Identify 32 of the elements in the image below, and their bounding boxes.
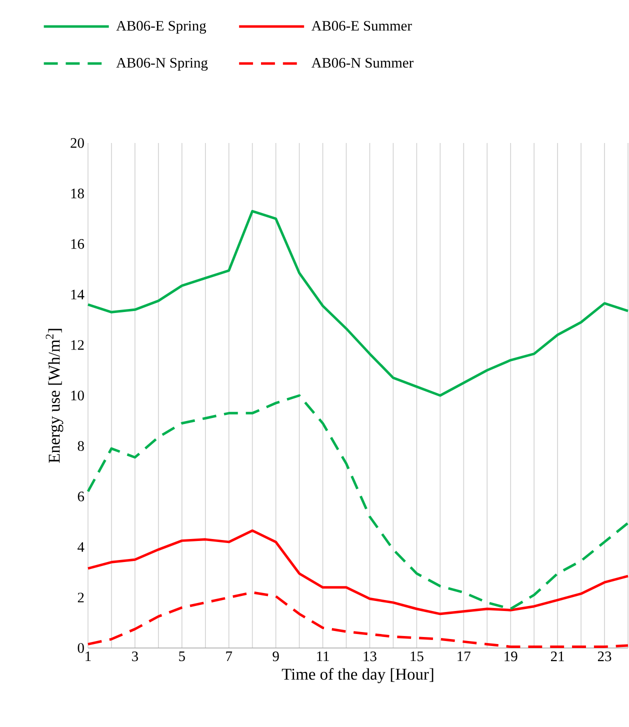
legend-label: AB06-N Summer [311,58,414,68]
x-tick-label: 23 [598,652,612,662]
x-tick-label: 1 [86,652,91,662]
x-axis-title: Time of the day [Hour] [282,668,434,684]
y-axis-title: Energy use [Wh/m$^{2}$] [46,328,64,463]
y-tick-label: 12 [71,340,84,350]
x-tick-label: 5 [179,652,185,662]
legend-label: AB06-E Spring [116,20,206,34]
x-tick-label: 11 [317,652,329,662]
y-tick-label: 2 [78,592,84,602]
x-tick-label: 21 [550,652,564,662]
y-tick-label: 8 [78,441,84,451]
y-tick-label: 16 [71,239,84,249]
line-series [86,394,629,610]
line-series [86,210,629,397]
x-tick-label: 13 [364,652,376,662]
x-tick-label: 7 [226,652,232,661]
x-tick-label: 9 [272,652,279,662]
y-tick-label: 0 [78,643,84,653]
x-tick-label: 3 [132,652,138,662]
x-tick-label: 19 [504,652,518,662]
y-tick-label: 14 [71,290,84,300]
legend-label: AB06-E Summer [311,20,412,31]
y-tick-label: 20 [70,138,84,148]
legend-label: AB06-N Spring [116,58,208,71]
y-tick-label: 10 [71,390,84,400]
x-tick-label: 15 [410,652,424,662]
line-series [86,529,629,616]
x-tick-label: 17 [458,652,470,662]
y-tick-label: 18 [71,188,84,198]
y-tick-label: 4 [78,542,84,552]
y-tick-label: 6 [78,492,84,502]
